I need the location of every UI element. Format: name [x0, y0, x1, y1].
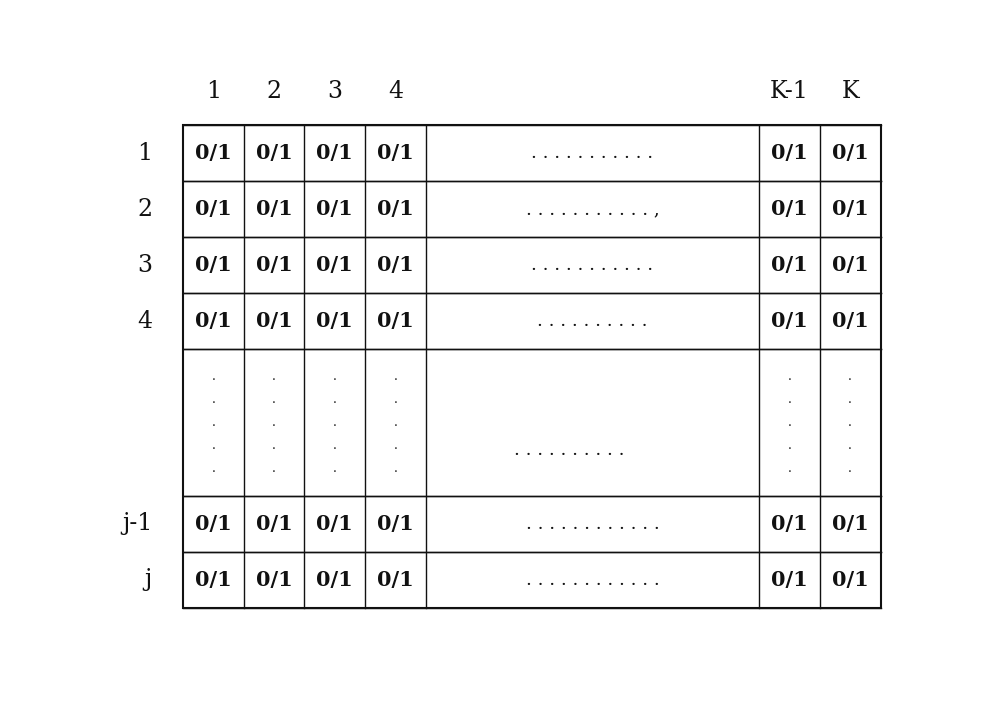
Text: .
.
.
.
.: . . . . . [788, 370, 792, 475]
Text: 0/1: 0/1 [316, 570, 353, 589]
Text: 2: 2 [137, 198, 152, 220]
Text: 0/1: 0/1 [832, 570, 869, 589]
Text: . . . . . . . . . . . .: . . . . . . . . . . . . [526, 570, 659, 589]
Text: .
.
.
.
.: . . . . . [333, 370, 337, 475]
Text: 0/1: 0/1 [377, 256, 414, 275]
Text: 0/1: 0/1 [256, 143, 293, 163]
Text: 0/1: 0/1 [377, 311, 414, 332]
Text: . . . . . . . . . . .: . . . . . . . . . . . [531, 256, 654, 275]
Text: 0/1: 0/1 [195, 570, 232, 589]
Text: 0/1: 0/1 [832, 199, 869, 219]
Text: 0/1: 0/1 [195, 143, 232, 163]
Text: 0/1: 0/1 [316, 256, 353, 275]
Text: 0/1: 0/1 [256, 256, 293, 275]
Text: K-1: K-1 [770, 80, 809, 103]
Text: 0/1: 0/1 [377, 199, 414, 219]
Text: 0/1: 0/1 [771, 143, 808, 163]
Text: 0/1: 0/1 [771, 199, 808, 219]
Text: .
.
.
.
.: . . . . . [272, 370, 276, 475]
Text: . . . . . . . . . . . ,: . . . . . . . . . . . , [526, 200, 659, 218]
Text: j-1: j-1 [122, 512, 152, 535]
Text: 0/1: 0/1 [771, 513, 808, 534]
Text: 4: 4 [388, 80, 403, 103]
Text: 0/1: 0/1 [195, 311, 232, 332]
Text: 0/1: 0/1 [195, 513, 232, 534]
Text: 0/1: 0/1 [377, 570, 414, 589]
Text: . . . . . . . . . .: . . . . . . . . . . [514, 441, 625, 458]
Text: 0/1: 0/1 [832, 256, 869, 275]
Text: 0/1: 0/1 [256, 199, 293, 219]
Bar [183, 125, 881, 608]
Text: 0/1: 0/1 [316, 143, 353, 163]
Text: 0/1: 0/1 [256, 513, 293, 534]
Text: 0/1: 0/1 [832, 311, 869, 332]
Text: 3: 3 [137, 253, 152, 277]
Text: 0/1: 0/1 [256, 311, 293, 332]
Text: 0/1: 0/1 [316, 513, 353, 534]
Text: 2: 2 [267, 80, 282, 103]
Text: . . . . . . . . . . . .: . . . . . . . . . . . . [526, 515, 659, 532]
Text: 0/1: 0/1 [195, 199, 232, 219]
Text: 0/1: 0/1 [832, 513, 869, 534]
Text: . . . . . . . . . . .: . . . . . . . . . . . [531, 144, 654, 162]
Text: 1: 1 [137, 142, 152, 165]
Text: 0/1: 0/1 [771, 570, 808, 589]
Text: 0/1: 0/1 [316, 311, 353, 332]
Text: 0/1: 0/1 [256, 570, 293, 589]
Text: 0/1: 0/1 [377, 513, 414, 534]
Text: .
.
.
.
.: . . . . . [848, 370, 852, 475]
Text: .
.
.
.
.: . . . . . [394, 370, 397, 475]
Text: 0/1: 0/1 [771, 311, 808, 332]
Text: j: j [145, 568, 152, 591]
Text: .
.
.
.
.: . . . . . [212, 370, 215, 475]
Text: 0/1: 0/1 [832, 143, 869, 163]
Text: 0/1: 0/1 [377, 143, 414, 163]
Text: 4: 4 [137, 310, 152, 333]
Text: K: K [841, 80, 859, 103]
Text: 0/1: 0/1 [316, 199, 353, 219]
Text: 1: 1 [206, 80, 221, 103]
Text: 0/1: 0/1 [195, 256, 232, 275]
Text: 0/1: 0/1 [771, 256, 808, 275]
Text: . . . . . . . . . .: . . . . . . . . . . [537, 313, 648, 330]
Text: 3: 3 [327, 80, 342, 103]
